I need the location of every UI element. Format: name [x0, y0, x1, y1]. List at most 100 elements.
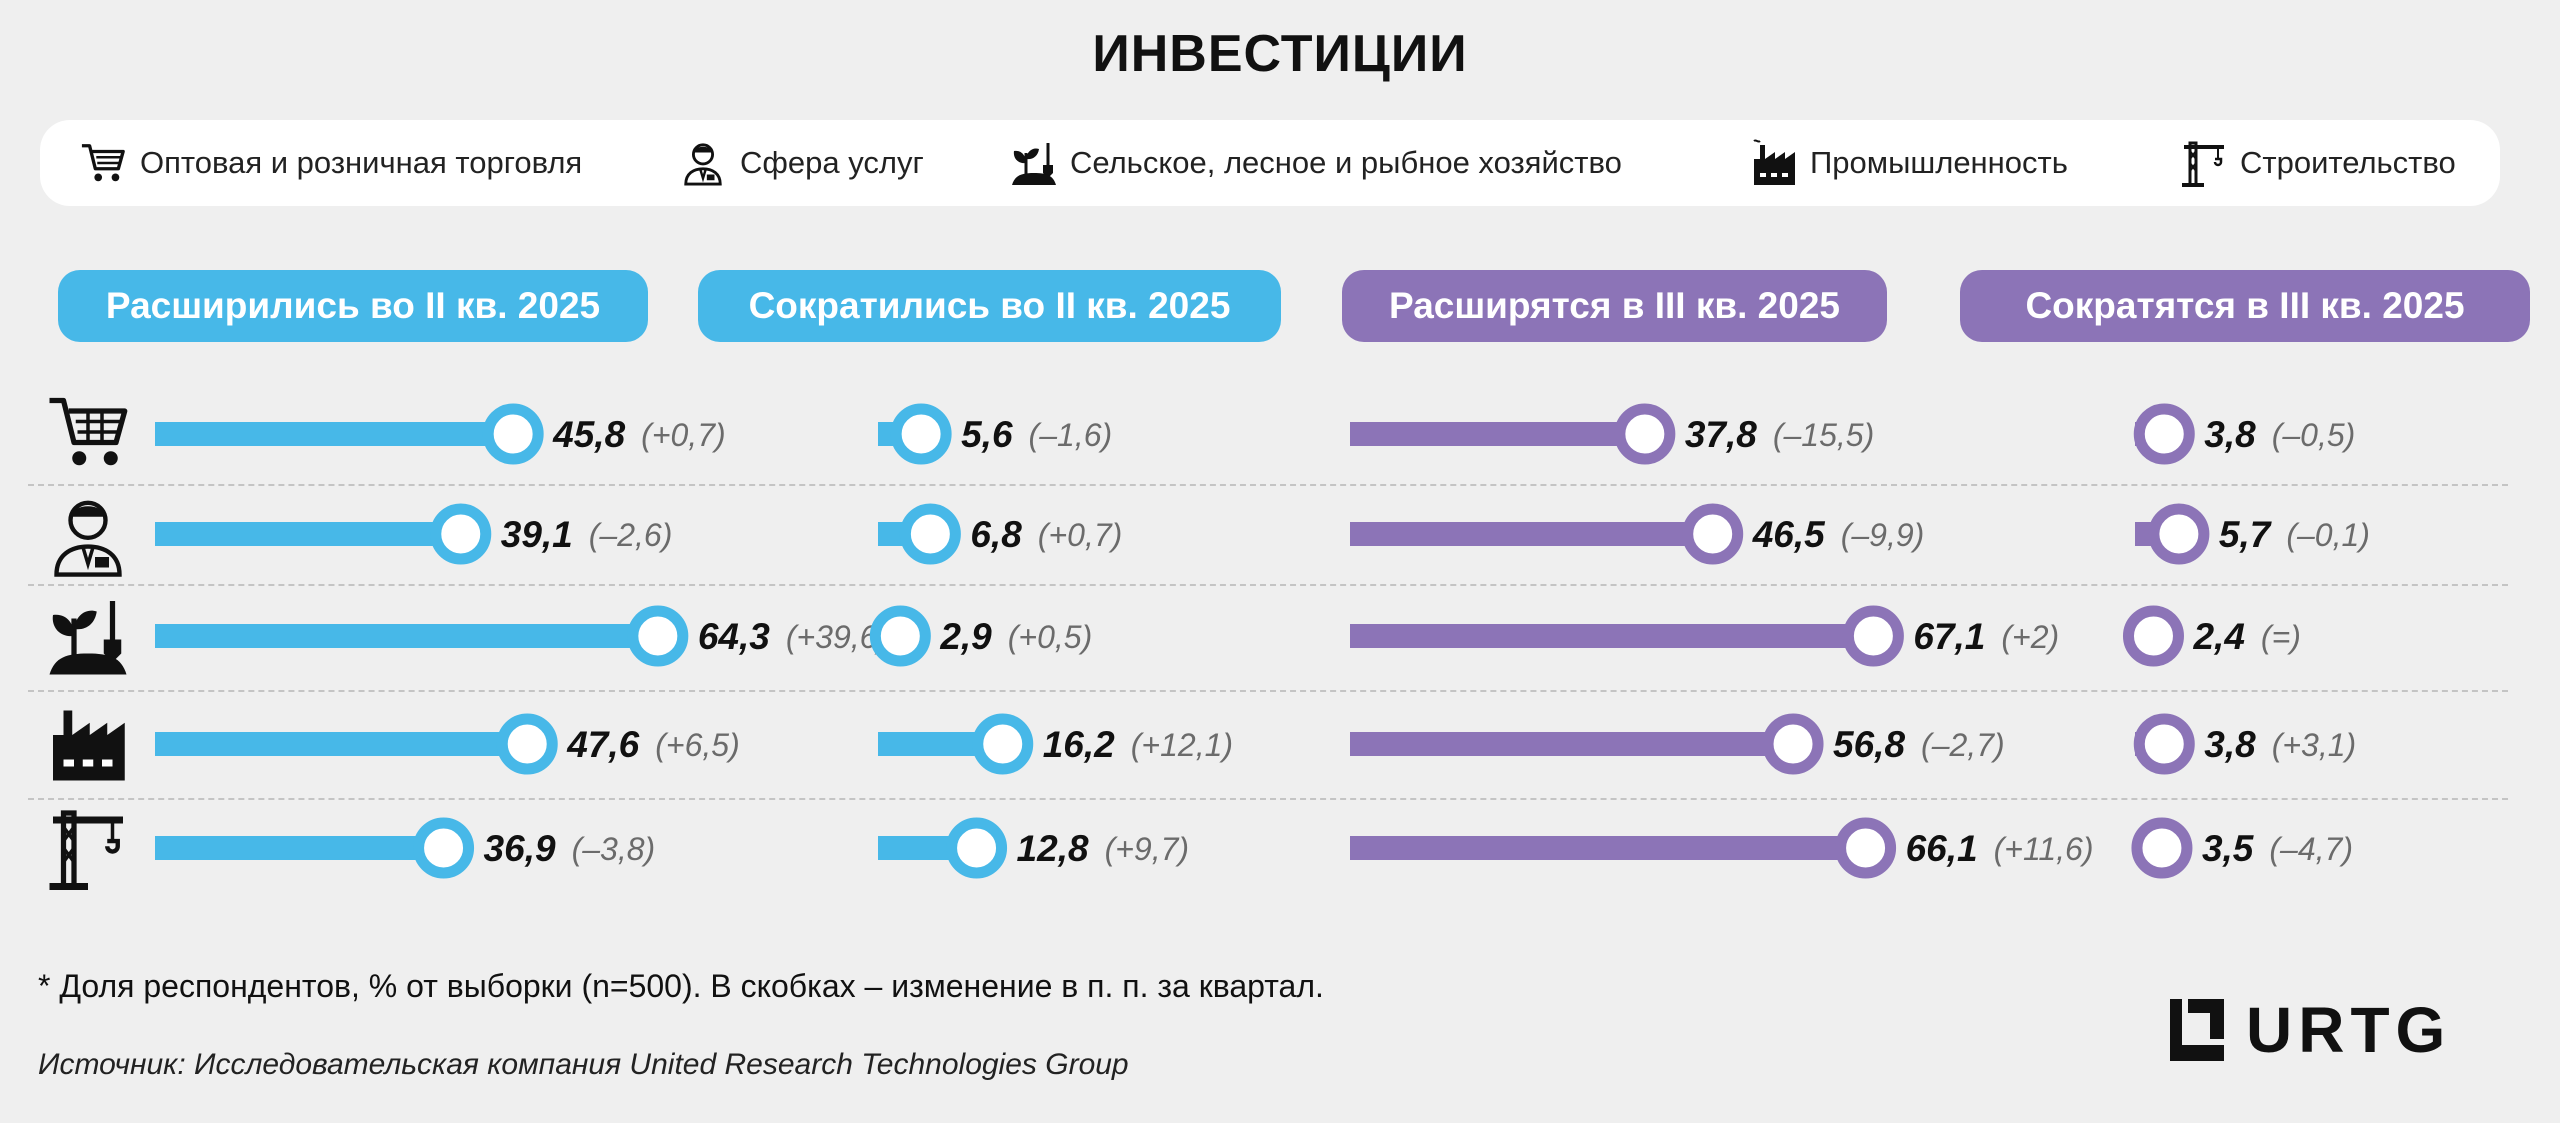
- header-reduced-q2: Сократились во II кв. 2025: [698, 270, 1281, 342]
- row-icon-cart: [46, 390, 130, 474]
- header-expand-q3: Расширятся в III кв. 2025: [1342, 270, 1887, 342]
- urtg-logo-mark-icon: [2170, 999, 2224, 1061]
- bar-end-marker: [2131, 817, 2193, 879]
- bar-end-marker: [1614, 403, 1676, 465]
- bar: [155, 836, 444, 860]
- change-label: (+11,6): [1994, 831, 2094, 867]
- bar-end-marker: [890, 403, 952, 465]
- change-label: (=): [2261, 619, 2301, 655]
- row-divider: [28, 798, 2508, 800]
- legend-item-industry: Промышленность: [1750, 120, 2068, 206]
- bar: [1350, 732, 1794, 756]
- bar: [155, 522, 461, 546]
- bar-end-marker: [899, 503, 961, 565]
- change-label: (+0,7): [1038, 517, 1122, 553]
- bar-end-marker: [1682, 503, 1744, 565]
- page-title: ИНВЕСТИЦИИ: [1092, 25, 1468, 83]
- bar-end-marker: [496, 713, 558, 775]
- change-label: (+9,7): [1105, 831, 1189, 867]
- change-label: (–15,5): [1773, 417, 1874, 453]
- bar-end-marker: [972, 713, 1034, 775]
- change-label: (+3,1): [2272, 727, 2356, 763]
- bar: [155, 732, 528, 756]
- plant-shovel-icon: [1010, 139, 1058, 187]
- legend-label: Промышленность: [1810, 145, 2068, 180]
- bar-end-marker: [2148, 503, 2210, 565]
- bar-end-marker: [946, 817, 1008, 879]
- change-label: (+6,5): [655, 727, 739, 763]
- value-label: 45,8: [552, 414, 625, 455]
- change-label: (–9,9): [1841, 517, 1925, 553]
- bar-end-marker: [627, 605, 689, 667]
- legend-item-trade: Оптовая и розничная торговля: [80, 120, 582, 206]
- service-worker-icon: [680, 139, 728, 187]
- bar: [1350, 522, 1713, 546]
- change-label: (+2): [2001, 619, 2059, 655]
- bar: [1350, 624, 1874, 648]
- header-reduce-q3: Сократятся в III кв. 2025: [1960, 270, 2530, 342]
- bar-end-marker: [2133, 403, 2195, 465]
- change-label: (–2,7): [1921, 727, 2005, 763]
- legend-item-construction: Строительство: [2180, 120, 2456, 206]
- value-label: 3,5: [2202, 828, 2255, 869]
- change-label: (–4,7): [2269, 831, 2353, 867]
- row-divider: [28, 484, 2508, 486]
- value-label: 36,9: [484, 828, 556, 869]
- change-label: (–0,1): [2286, 517, 2370, 553]
- legend-bar: Оптовая и розничная торговля Сфера услуг…: [40, 120, 2500, 206]
- urtg-logo: URTG: [2166, 994, 2452, 1066]
- value-label: 46,5: [1752, 514, 1826, 555]
- value-label: 2,9: [939, 616, 992, 657]
- change-label: (–2,6): [589, 517, 673, 553]
- legend-label: Оптовая и розничная торговля: [140, 145, 583, 180]
- change-label: (–0,5): [2272, 417, 2356, 453]
- change-label: (+0,7): [641, 417, 725, 453]
- bar: [155, 624, 658, 648]
- value-label: 12,8: [1017, 828, 1089, 869]
- value-label: 66,1: [1906, 828, 1978, 869]
- footnote: * Доля респондентов, % от выборки (n=500…: [38, 968, 1324, 1004]
- factory-icon: [1750, 139, 1798, 187]
- legend-label: Сельское, лесное и рыбное хозяйство: [1070, 145, 1622, 180]
- change-label: (+12,1): [1131, 727, 1233, 763]
- value-label: 37,8: [1685, 414, 1757, 455]
- value-label: 39,1: [501, 514, 573, 555]
- row-icon-plant-shovel: [46, 594, 130, 678]
- row-icon-crane: [46, 806, 130, 890]
- legend-label: Сфера услуг: [740, 145, 924, 180]
- value-label: 47,6: [566, 724, 639, 765]
- value-label: 6,8: [970, 514, 1022, 555]
- row-divider: [28, 584, 2508, 586]
- change-label: (–1,6): [1029, 417, 1113, 453]
- row-icon-service-worker: [46, 494, 130, 578]
- logo-text: URTG: [2246, 994, 2452, 1066]
- bar-end-marker: [482, 403, 544, 465]
- bar: [1350, 836, 1866, 860]
- bar-end-marker: [869, 605, 931, 667]
- header-expanded-q2: Расширились во II кв. 2025: [58, 270, 648, 342]
- bar-end-marker: [2122, 605, 2184, 667]
- value-label: 5,6: [961, 414, 1013, 455]
- value-label: 64,3: [698, 616, 770, 657]
- legend-label: Строительство: [2240, 145, 2456, 180]
- value-label: 67,1: [1913, 616, 1985, 657]
- source-text: Источник: Исследовательская компания Uni…: [38, 1048, 1129, 1081]
- value-label: 3,8: [2204, 724, 2256, 765]
- value-label: 56,8: [1833, 724, 1905, 765]
- crane-icon: [2180, 139, 2228, 187]
- bar: [1350, 422, 1645, 446]
- bar-end-marker: [430, 503, 492, 565]
- value-label: 2,4: [2192, 616, 2244, 657]
- value-label: 5,7: [2219, 514, 2273, 555]
- change-label: (+0,5): [1008, 619, 1092, 655]
- row-icon-factory: [46, 700, 130, 784]
- bar-end-marker: [413, 817, 475, 879]
- bar-end-marker: [2133, 713, 2195, 775]
- bar-end-marker: [1762, 713, 1824, 775]
- cart-icon: [80, 139, 128, 187]
- value-label: 16,2: [1043, 724, 1115, 765]
- bar: [155, 422, 514, 446]
- legend-item-services: Сфера услуг: [680, 120, 924, 206]
- bar-end-marker: [1835, 817, 1897, 879]
